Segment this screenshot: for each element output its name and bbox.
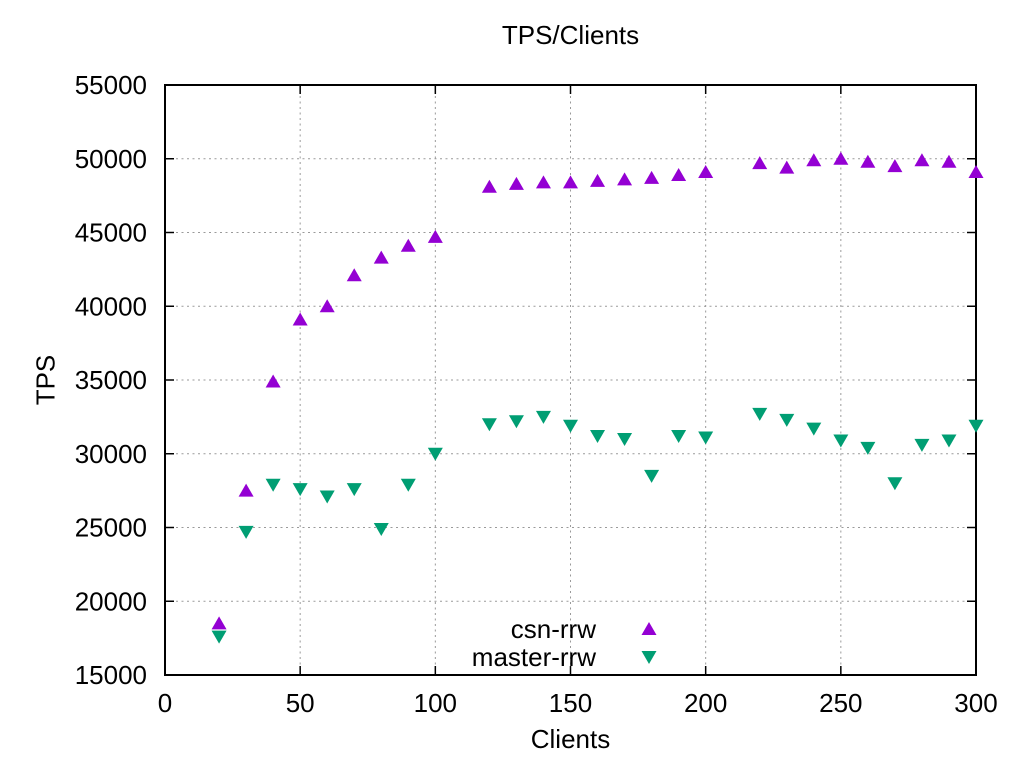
data-point-master-rrw — [752, 407, 768, 421]
data-point-csn-rrw — [617, 172, 633, 186]
data-point-csn-rrw — [752, 156, 768, 170]
data-point-master-rrw — [644, 469, 660, 483]
data-point-csn-rrw — [914, 153, 930, 167]
data-point-master-rrw — [833, 434, 849, 448]
data-point-master-rrw — [806, 422, 822, 436]
data-point-csn-rrw — [833, 151, 849, 165]
data-point-master-rrw — [860, 441, 876, 455]
data-point-csn-rrw — [644, 170, 660, 184]
y-tick-label: 45000 — [75, 218, 147, 248]
legend-item-master-rrw: master-rrw — [380, 643, 659, 671]
data-point-master-rrw — [779, 413, 795, 427]
triangle-down-icon — [641, 651, 657, 664]
x-tick-label: 200 — [684, 688, 727, 718]
y-tick-label: 40000 — [75, 291, 147, 321]
data-point-master-rrw — [563, 419, 578, 433]
data-point-master-rrw — [400, 478, 416, 492]
data-point-master-rrw — [698, 431, 714, 445]
data-point-csn-rrw — [481, 179, 497, 193]
y-tick-label: 55000 — [75, 70, 147, 100]
data-point-master-rrw — [211, 630, 227, 644]
data-point-master-rrw — [941, 434, 957, 448]
data-point-master-rrw — [535, 410, 551, 424]
x-tick-label: 100 — [414, 688, 457, 718]
data-point-csn-rrw — [563, 175, 578, 189]
data-point-csn-rrw — [779, 160, 795, 174]
legend-label-master-rrw: master-rrw — [471, 642, 596, 672]
data-point-master-rrw — [238, 525, 254, 539]
data-point-csn-rrw — [860, 154, 876, 168]
data-point-csn-rrw — [400, 238, 416, 252]
data-point-csn-rrw — [373, 250, 389, 264]
data-point-master-rrw — [617, 433, 633, 446]
data-point-csn-rrw — [698, 165, 714, 179]
data-point-master-rrw — [292, 483, 308, 497]
chart-title: TPS/Clients — [501, 20, 640, 50]
x-tick-label: 250 — [819, 688, 862, 718]
data-point-csn-rrw — [508, 176, 524, 190]
y-axis-title: TPS — [30, 354, 61, 406]
y-tick-label: 30000 — [75, 439, 147, 469]
triangle-up-icon — [641, 622, 657, 635]
data-point-csn-rrw — [941, 154, 957, 168]
data-point-csn-rrw — [590, 173, 606, 187]
data-point-csn-rrw — [265, 374, 281, 388]
data-point-master-rrw — [590, 430, 606, 444]
y-tick-label: 50000 — [75, 144, 147, 174]
data-point-master-rrw — [319, 490, 335, 504]
data-point-csn-rrw — [535, 175, 551, 189]
data-point-master-rrw — [427, 447, 443, 461]
data-point-csn-rrw — [968, 165, 984, 179]
y-tick-label: 20000 — [75, 586, 147, 616]
data-point-csn-rrw — [806, 153, 822, 167]
data-point-master-rrw — [671, 430, 687, 444]
data-point-master-rrw — [481, 418, 497, 432]
data-point-csn-rrw — [211, 616, 227, 630]
x-tick-label: 50 — [286, 688, 315, 718]
data-point-master-rrw — [914, 438, 930, 452]
data-point-master-rrw — [265, 478, 281, 492]
legend-item-csn-rrw: csn-rrw — [380, 615, 659, 643]
legend: csn-rrw master-rrw — [380, 615, 659, 671]
x-tick-label: 300 — [954, 688, 997, 718]
data-point-master-rrw — [346, 483, 362, 497]
data-point-csn-rrw — [346, 268, 362, 282]
data-point-csn-rrw — [238, 483, 254, 497]
legend-label-csn-rrw: csn-rrw — [510, 614, 596, 644]
data-point-csn-rrw — [319, 299, 335, 313]
x-axis-title: Clients — [530, 724, 611, 754]
y-tick-label: 35000 — [75, 365, 147, 395]
y-tick-label: 25000 — [75, 513, 147, 543]
data-point-master-rrw — [968, 419, 984, 433]
data-point-csn-rrw — [427, 229, 443, 243]
data-point-csn-rrw — [292, 312, 308, 326]
data-point-csn-rrw — [887, 159, 903, 173]
y-tick-label: 15000 — [75, 660, 147, 690]
x-tick-label: 0 — [158, 688, 172, 718]
data-point-master-rrw — [508, 415, 524, 429]
data-point-csn-rrw — [671, 167, 687, 181]
data-point-master-rrw — [373, 522, 389, 536]
x-tick-label: 150 — [549, 688, 592, 718]
data-point-master-rrw — [887, 477, 903, 491]
